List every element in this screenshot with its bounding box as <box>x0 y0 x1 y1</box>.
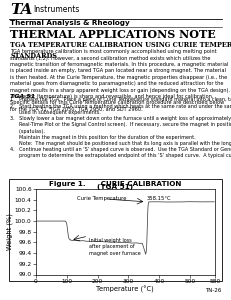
Text: Instruments: Instruments <box>33 4 80 14</box>
Text: TGA 51: TGA 51 <box>10 94 36 99</box>
Text: 358.15°C: 358.15°C <box>147 196 172 201</box>
Text: TGA temperature calibration is most commonly accomplished using melting point st: TGA temperature calibration is most comm… <box>10 49 230 112</box>
Text: Figure 1.      CURIE CALIBRATION: Figure 1. CURIE CALIBRATION <box>49 181 182 187</box>
Text: Initial weight loss
after placement of
magnet over furnace: Initial weight loss after placement of m… <box>89 238 141 256</box>
Text: (TGA 51): (TGA 51) <box>97 184 134 190</box>
Text: 1.   Prepare the TGA.  Place a piece of Curie Temperature standard material into: 1. Prepare the TGA. Place a piece of Cur… <box>10 98 231 158</box>
Y-axis label: Weight (%): Weight (%) <box>6 213 13 250</box>
X-axis label: Temperature (°C): Temperature (°C) <box>97 286 154 293</box>
Text: Curie Temperature: Curie Temperature <box>77 196 127 201</box>
Text: THERMAL APPLICATIONS NOTE: THERMAL APPLICATIONS NOTE <box>10 28 216 40</box>
Text: TGA TEMPERATURE CALIBRATION USING CURIE TEMPERATURE
STANDARDS: TGA TEMPERATURE CALIBRATION USING CURIE … <box>10 41 231 60</box>
Text: Thermal Analysis & Rheology: Thermal Analysis & Rheology <box>10 20 130 26</box>
Text: TA: TA <box>10 3 33 17</box>
Text: TN-26: TN-26 <box>205 287 222 292</box>
